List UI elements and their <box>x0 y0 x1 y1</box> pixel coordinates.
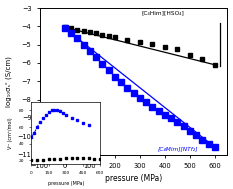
X-axis label: pressure (MPa): pressure (MPa) <box>48 181 84 186</box>
Text: [C₄Mim][NTf₂]: [C₄Mim][NTf₂] <box>158 146 198 151</box>
Text: [C₄Him][HSO₄]: [C₄Him][HSO₄] <box>141 10 184 15</box>
Y-axis label: log₁₀σₛᶜ (S/cm): log₁₀σₛᶜ (S/cm) <box>6 56 12 107</box>
Y-axis label: Vᴹ (cm³/mol): Vᴹ (cm³/mol) <box>8 117 14 149</box>
X-axis label: pressure (MPa): pressure (MPa) <box>105 174 162 184</box>
